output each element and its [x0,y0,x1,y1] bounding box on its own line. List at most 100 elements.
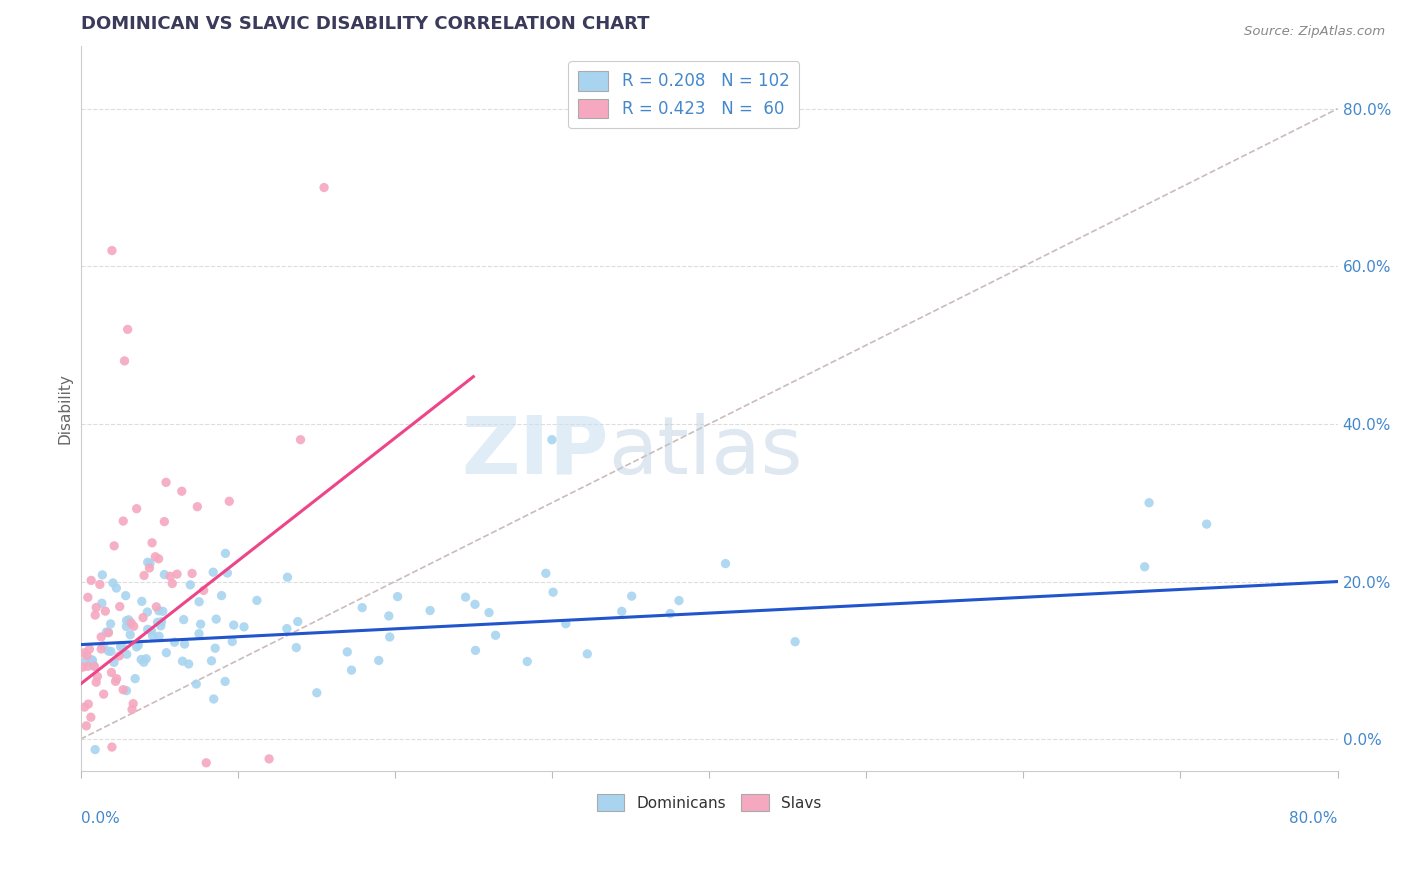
Point [181,566,204,581]
Point [217,566,239,580]
Point [129,652,152,666]
Point [290,433,312,447]
Point [101,740,124,755]
Point [141,624,163,638]
Point [84,608,107,623]
Point [200,654,222,668]
Point [136,605,159,619]
Point [117,322,139,336]
Point [336,645,359,659]
Point [162,576,184,591]
Point [166,567,188,582]
Point [541,433,564,447]
Point [1195,517,1218,532]
Point [77,697,100,711]
Point [112,514,135,528]
Point [484,628,506,642]
Point [96,625,118,640]
Point [105,581,128,595]
Point [659,607,682,621]
Point [86,669,108,683]
Point [668,593,690,607]
Point [204,641,226,656]
Point [132,655,155,669]
Point [101,244,124,258]
Point [340,663,363,677]
Point [73,700,96,714]
Point [153,567,176,582]
Point [214,674,236,689]
Point [541,585,564,599]
Point [202,692,225,706]
Point [620,589,643,603]
Point [89,577,111,591]
Point [132,568,155,582]
Point [173,637,195,651]
Point [152,604,174,618]
Point [93,687,115,701]
Point [108,648,131,663]
Point [218,494,240,508]
Point [378,609,401,624]
Point [173,613,195,627]
Point [367,653,389,667]
Point [136,623,159,637]
Text: 0.0%: 0.0% [80,811,120,826]
Point [276,622,298,636]
Point [84,742,107,756]
Point [287,615,309,629]
Point [136,555,159,569]
Point [112,682,135,697]
Point [554,616,576,631]
Point [80,653,103,667]
Point [419,603,441,617]
Point [155,646,177,660]
Point [135,651,157,665]
Point [714,557,737,571]
Point [148,629,170,643]
Point [91,567,114,582]
Point [79,642,101,657]
Point [91,639,114,653]
Point [610,604,633,618]
Point [131,594,153,608]
Point [464,597,486,611]
Point [104,674,127,689]
Point [146,615,169,630]
Point [177,657,200,671]
Point [159,569,181,583]
Y-axis label: Disability: Disability [58,373,72,443]
Text: DOMINICAN VS SLAVIC DISABILITY CORRELATION CHART: DOMINICAN VS SLAVIC DISABILITY CORRELATI… [80,15,650,33]
Point [285,640,308,655]
Point [121,702,143,716]
Point [124,672,146,686]
Point [205,612,228,626]
Point [115,647,138,661]
Point [103,539,125,553]
Point [76,659,98,673]
Point [139,557,162,571]
Point [138,561,160,575]
Point [127,638,149,652]
Point [76,648,98,663]
Point [464,643,486,657]
Point [195,756,218,770]
Point [141,536,163,550]
Point [100,644,122,658]
Point [576,647,599,661]
Point [1133,559,1156,574]
Point [97,625,120,640]
Point [114,589,136,603]
Point [214,546,236,560]
Point [276,570,298,584]
Point [72,660,94,674]
Point [75,654,97,668]
Point [222,618,245,632]
Text: ZIP: ZIP [461,413,609,491]
Point [454,590,477,604]
Point [148,604,170,618]
Point [149,619,172,633]
Point [76,591,98,605]
Point [80,710,103,724]
Point [105,672,128,686]
